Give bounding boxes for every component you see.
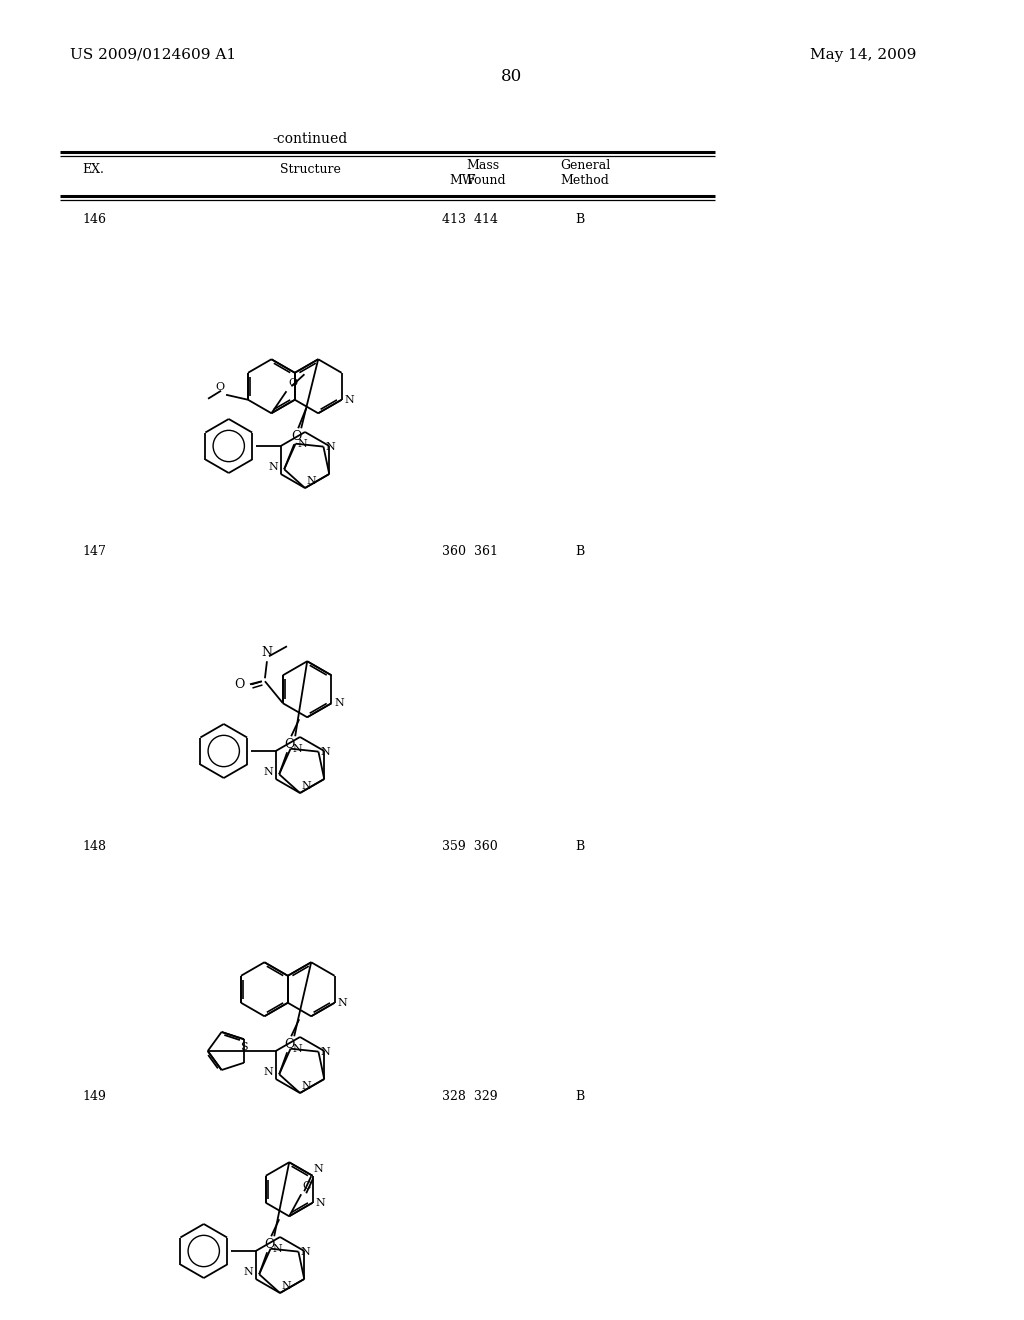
Text: Found: Found [466, 174, 506, 187]
Text: N: N [272, 1243, 283, 1254]
Text: US 2009/0124609 A1: US 2009/0124609 A1 [70, 48, 237, 62]
Text: N: N [315, 1197, 326, 1208]
Text: N: N [301, 781, 310, 791]
Text: 146: 146 [82, 213, 106, 226]
Text: 148: 148 [82, 840, 106, 853]
Text: B: B [575, 213, 585, 226]
Text: 359  360: 359 360 [442, 840, 498, 853]
Text: N: N [281, 1280, 291, 1291]
Text: 328  329: 328 329 [442, 1090, 498, 1104]
Text: N: N [301, 1081, 310, 1092]
Text: O: O [234, 677, 245, 690]
Text: O: O [215, 381, 224, 392]
Text: Mass: Mass [466, 158, 499, 172]
Text: B: B [575, 1090, 585, 1104]
Text: O: O [289, 379, 298, 388]
Text: 413  414: 413 414 [442, 213, 498, 226]
Text: N: N [338, 998, 347, 1007]
Text: 80: 80 [502, 69, 522, 84]
Text: O: O [264, 1238, 274, 1251]
Text: N: N [321, 1047, 330, 1056]
Text: N: N [298, 438, 307, 449]
Text: 360  361: 360 361 [442, 545, 498, 558]
Text: 149: 149 [82, 1090, 105, 1104]
Text: EX.: EX. [82, 162, 103, 176]
Text: N: N [263, 767, 272, 777]
Text: N: N [306, 477, 315, 486]
Text: May 14, 2009: May 14, 2009 [810, 48, 916, 62]
Text: B: B [575, 545, 585, 558]
Text: N: N [263, 1067, 272, 1077]
Text: N: N [293, 1044, 302, 1053]
Text: B: B [575, 840, 585, 853]
Text: N: N [243, 1267, 253, 1276]
Text: Structure: Structure [280, 162, 340, 176]
Text: N: N [344, 395, 354, 405]
Text: O: O [291, 430, 301, 442]
Text: N: N [261, 647, 272, 659]
Text: O: O [284, 738, 294, 751]
Text: 147: 147 [82, 545, 105, 558]
Text: N: N [335, 698, 344, 709]
Text: O: O [284, 1038, 294, 1051]
Text: Method: Method [560, 174, 609, 187]
Text: N: N [268, 462, 278, 473]
Text: N: N [300, 1246, 310, 1257]
Text: N: N [326, 442, 335, 451]
Text: N: N [321, 747, 330, 756]
Text: MW: MW [449, 174, 475, 187]
Text: N: N [293, 743, 302, 754]
Text: General: General [560, 158, 610, 172]
Text: -continued: -continued [272, 132, 347, 147]
Text: C: C [302, 1181, 310, 1191]
Text: S: S [240, 1043, 248, 1052]
Text: N: N [313, 1164, 323, 1175]
